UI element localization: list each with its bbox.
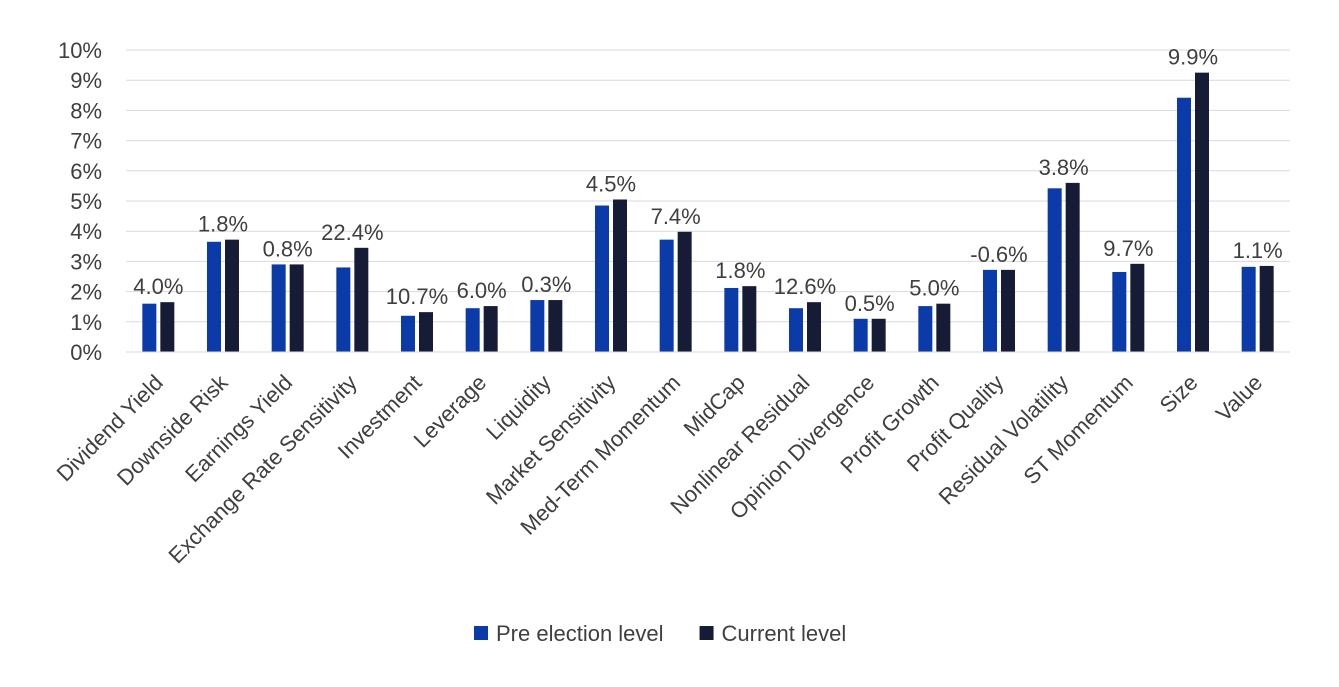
data-label: 9.9% (1168, 45, 1218, 70)
bar (530, 300, 545, 352)
bar (807, 302, 821, 352)
bar (1177, 97, 1191, 352)
bar (1001, 269, 1015, 352)
bar (354, 247, 369, 352)
y-tick-label: 0% (70, 340, 102, 365)
bar (160, 302, 175, 352)
bar (742, 286, 757, 352)
y-tick-label: 3% (70, 249, 102, 274)
bar (271, 264, 286, 352)
legend-swatch (474, 626, 488, 640)
data-label: 6.0% (457, 278, 507, 303)
y-tick-label: 10% (58, 38, 102, 63)
bar (595, 205, 609, 352)
y-tick-label: 7% (70, 129, 102, 154)
data-label: 1.1% (1233, 238, 1283, 263)
data-label: 4.0% (133, 274, 183, 299)
bar (936, 303, 951, 352)
bar (1112, 271, 1127, 352)
data-label: 10.7% (386, 284, 448, 309)
bar (207, 241, 221, 352)
y-tick-label: 6% (70, 159, 102, 184)
bar (659, 239, 674, 352)
bar (419, 312, 433, 352)
legend-label: Current level (722, 621, 847, 646)
bar (918, 306, 933, 352)
bar (1241, 266, 1256, 352)
data-label: 1.8% (715, 258, 765, 283)
y-axis-ticks: 0% 1% 2% 3% 4% 5% 6% 7% 8% 9% 10% (58, 38, 102, 365)
data-label: 5.0% (909, 276, 959, 301)
data-label: 0.5% (845, 291, 895, 316)
data-label: 3.8% (1039, 155, 1089, 180)
data-label: -0.6% (970, 242, 1027, 267)
y-tick-label: 8% (70, 98, 102, 123)
y-tick-label: 2% (70, 280, 102, 305)
data-label: 1.8% (198, 212, 248, 237)
bars (142, 72, 1274, 353)
x-tick-label: Downside Risk (112, 369, 233, 490)
data-labels: 4.0% 1.8% 0.8% 22.4% 10.7% 6.0% 0.3% 4.5% 7.4% 1.… (133, 45, 1282, 316)
y-tick-label: 1% (70, 310, 102, 335)
bar (289, 264, 304, 352)
bar (677, 231, 692, 352)
bar (225, 239, 239, 352)
bar (336, 267, 351, 352)
data-label: 0.8% (263, 236, 313, 261)
bar (483, 306, 498, 352)
x-tick-label: Value (1211, 370, 1267, 426)
legend-swatch (699, 626, 714, 640)
legend-label: Pre election level (496, 621, 664, 646)
bar (1259, 265, 1274, 352)
bar (871, 318, 886, 352)
legend: Pre election level Current level (474, 621, 846, 646)
bar (1195, 72, 1209, 353)
bar (789, 308, 803, 352)
bar (724, 287, 739, 352)
x-tick-label: Size (1155, 370, 1203, 418)
bar (401, 315, 415, 352)
bar (613, 199, 627, 352)
bar (1065, 182, 1080, 352)
y-tick-label: 9% (70, 68, 102, 93)
y-tick-label: 5% (70, 189, 102, 214)
data-label: 7.4% (651, 204, 701, 229)
data-label: 4.5% (586, 171, 636, 196)
data-label: 12.6% (774, 274, 836, 299)
bar (983, 269, 997, 352)
bar (853, 318, 868, 352)
data-label: 0.3% (521, 272, 571, 297)
bar (465, 308, 480, 352)
y-tick-label: 4% (70, 219, 102, 244)
bar (1130, 263, 1145, 352)
bar (142, 303, 157, 352)
bar (548, 300, 563, 352)
data-label: 22.4% (321, 220, 383, 245)
bar (1047, 188, 1062, 352)
gridlines (126, 49, 1290, 323)
data-label: 9.7% (1103, 236, 1153, 261)
